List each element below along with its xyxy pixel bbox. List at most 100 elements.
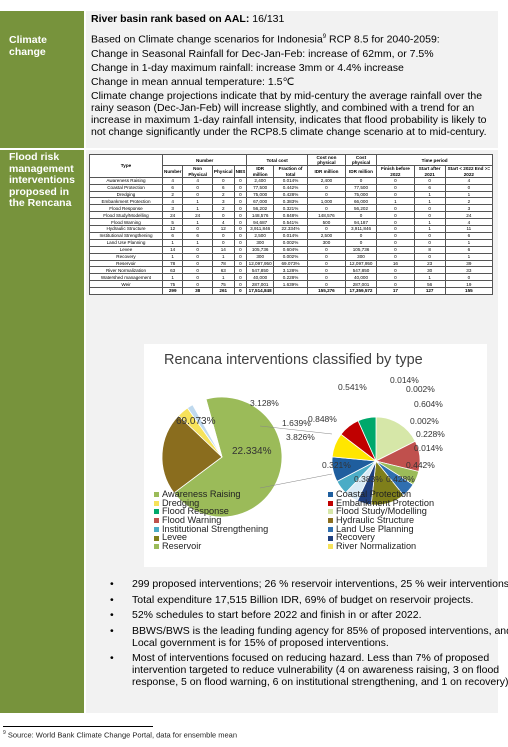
small-pie-label: 0.428% [386, 474, 415, 484]
table-cell: 0 [182, 245, 213, 254]
table-cell: 0 [344, 176, 378, 185]
legend-right: Coastal Protection Embankment Protection F… [328, 489, 434, 551]
th-total-cost: Total cost [246, 153, 309, 167]
table-cell: 0 [233, 176, 248, 185]
table-cell: 0 [376, 176, 415, 185]
table-cell: 0 [233, 266, 248, 275]
legend-label: Levee [162, 532, 188, 543]
table-cell: 1 [376, 197, 415, 206]
table-cell: 0 [307, 273, 346, 282]
table-cell: 0.014% [273, 231, 309, 240]
table-cell: 3 [161, 204, 184, 213]
legend-swatch [154, 535, 159, 541]
table-row: Flood Warning 5 1 4 0 94,687 0.541% 500 94,187 0 1… [89, 218, 494, 227]
table-cell: 0 [233, 183, 248, 192]
table-cell: 75 [211, 280, 235, 289]
table-cell: 56,202 [344, 204, 378, 213]
table-cell: 2 [211, 204, 235, 213]
table-cell: 16 [376, 259, 415, 268]
legend-label: Hydraulic Structure [336, 515, 415, 526]
legend-entry: Dredging [154, 498, 268, 508]
th-number-group: Number [161, 153, 248, 167]
table-row: River Normalization 63 0 63 0 547,850 3.128% 0 5… [89, 266, 494, 275]
table-cell: 1 [182, 238, 213, 247]
bullet-item: 52% schedules to start before 2022 and f… [110, 609, 508, 621]
table-cell: 2 [211, 190, 235, 199]
small-pie-label: 0.541% [338, 382, 367, 392]
table-cell: 56,202 [246, 204, 275, 213]
legend-swatch [154, 544, 159, 550]
row-type: Embankment Protection [89, 197, 163, 206]
table-cell: 63 [161, 266, 184, 275]
table-cell: 2,400 [307, 176, 346, 185]
row-type: Dredging [89, 190, 163, 199]
th-type: Type [89, 154, 163, 178]
table-cell: 77,500 [344, 183, 378, 192]
row-type: Flood Warning [89, 218, 163, 227]
small-pie-label: 0.604% [414, 399, 443, 409]
table-cell: 0 [182, 273, 213, 282]
th-sub: Fraction of total [273, 165, 309, 178]
climate-change-label-cell: Climate change [0, 11, 84, 148]
table-cell: 1 [211, 252, 235, 261]
table-cell: 0 [307, 252, 346, 261]
big-pie-label: 3.128% [250, 398, 279, 408]
pie-connector-top [259, 425, 333, 435]
table-cell: 0 [376, 218, 415, 227]
table-cell: 14 [211, 245, 235, 254]
table-cell: 0.428% [273, 190, 309, 199]
table-cell: 0 [182, 225, 213, 233]
table-cell: 0 [413, 238, 446, 247]
table-cell: 0.002% [273, 238, 309, 247]
table-cell: 0 [376, 183, 415, 192]
table-cell: 0 [182, 259, 213, 268]
legend-entry: River Normalization [328, 542, 434, 551]
big-pie-label: 3.826% [286, 432, 315, 442]
big-pie-label: 69.073% [176, 416, 216, 427]
table-cell: 33 [444, 266, 494, 275]
chart-title: Rencana interventions classified by type [164, 352, 423, 368]
table-cell: 0 [376, 245, 415, 254]
footnote-number: 9 [3, 730, 6, 736]
table-cell: 14 [161, 245, 184, 254]
table-cell: 0 [233, 238, 248, 247]
table-cell: 1 [444, 190, 494, 199]
table-cell: 2 [444, 197, 494, 206]
th-sub: Finish before 2022 [376, 165, 415, 178]
table-cell: 1 [161, 252, 184, 261]
row-type: Levee [89, 245, 163, 254]
total-cell: 38 [182, 287, 213, 295]
table-cell: 0 [233, 218, 248, 227]
table-cell: 547,850 [246, 266, 275, 275]
table-cell: 6 [413, 183, 446, 192]
legend-label: Flood Study/Modelling [336, 506, 427, 517]
climate-change-label: Climate change [9, 34, 47, 58]
small-pie-label: 0.383% [354, 474, 383, 484]
table-cell: 1 [161, 238, 184, 247]
table-cell: 105,736 [246, 245, 275, 254]
legend-swatch [154, 526, 159, 532]
rank-value: 16/131 [252, 13, 285, 25]
table-row: Coastal Protection 6 0 6 0 77,500 0.442% 0 77,50… [89, 183, 494, 192]
table-cell: 500 [307, 218, 346, 227]
table-cell: 6 [444, 245, 494, 254]
big-pie-label: 1.639% [282, 418, 311, 428]
table-cell: 40,000 [344, 273, 378, 282]
th-sub: NBS [233, 165, 248, 178]
scenario-text: Based on Climate change scenarios for In… [91, 33, 323, 46]
table-cell: 0 [211, 238, 235, 247]
summary-bullets: 299 proposed interventions; 26 % reservo… [92, 578, 508, 692]
table-cell: 75,000 [344, 190, 378, 199]
legend-entry: Hydraulic Structure [328, 515, 434, 526]
table-cell: 3 [444, 204, 494, 213]
row-type: Reservoir [89, 259, 163, 268]
th-sub: Non Physical [182, 165, 213, 178]
table-cell: 0 [307, 259, 346, 268]
legend-swatch [154, 500, 159, 506]
table-cell: 75,000 [246, 190, 275, 199]
table-cell: 0.002% [273, 252, 309, 261]
table-cell: 0 [233, 197, 248, 206]
rank-label: River basin rank based on AAL: [91, 13, 250, 25]
table-cell: 0 [233, 280, 248, 289]
table-cell: 0 [307, 245, 346, 254]
